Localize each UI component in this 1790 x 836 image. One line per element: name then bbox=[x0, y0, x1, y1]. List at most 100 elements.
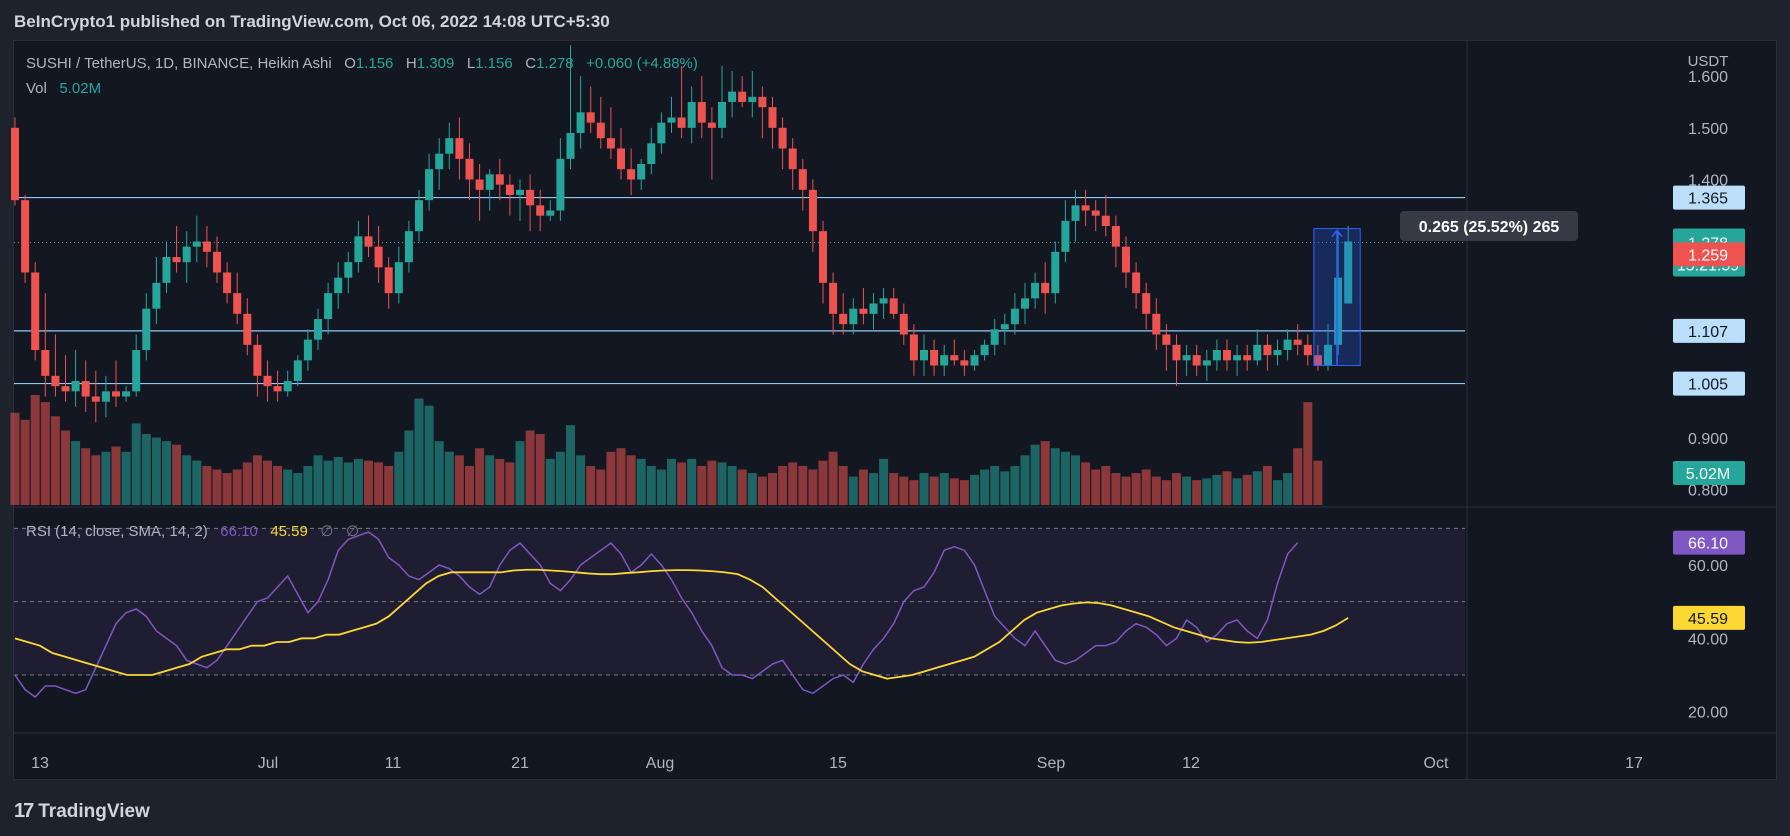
candle-body bbox=[1000, 324, 1009, 330]
candle-body bbox=[566, 133, 575, 159]
volume-label[interactable]: Vol bbox=[26, 80, 47, 97]
candle-body bbox=[606, 138, 615, 149]
volume-bar bbox=[798, 465, 808, 505]
candle-body bbox=[182, 246, 191, 263]
candle-body bbox=[718, 102, 726, 128]
volume-bar bbox=[242, 462, 252, 505]
candle-body bbox=[879, 298, 888, 304]
rsi-label[interactable]: RSI (14, close, SMA, 14, 2) bbox=[26, 523, 208, 540]
volume-bar bbox=[1131, 473, 1141, 505]
volume-bar bbox=[141, 434, 151, 505]
candle-body bbox=[1061, 220, 1070, 252]
candle-body bbox=[889, 298, 898, 314]
tag-rsi-box bbox=[1673, 530, 1745, 555]
volume-bar bbox=[495, 458, 505, 505]
volume-bar bbox=[515, 441, 525, 505]
candle-body bbox=[1212, 350, 1221, 361]
chart-frame[interactable] bbox=[13, 40, 1777, 780]
volume-bar bbox=[939, 473, 949, 505]
tag-prev-close: 1.259 bbox=[1688, 247, 1728, 264]
volume-bar bbox=[293, 473, 303, 505]
tag-support-2: 1.005 bbox=[1688, 377, 1728, 394]
volume-bar bbox=[192, 460, 202, 505]
volume-bar bbox=[1151, 476, 1161, 505]
volume-bar bbox=[1293, 448, 1303, 505]
price-tick-label: 1.600 bbox=[1688, 69, 1728, 86]
volume-bar bbox=[717, 462, 727, 505]
candle-body bbox=[647, 143, 656, 164]
candle-body bbox=[273, 386, 282, 392]
candle-body bbox=[1273, 350, 1282, 356]
volume-bar bbox=[1101, 465, 1111, 505]
candle-body bbox=[223, 272, 232, 294]
candle-body bbox=[202, 241, 211, 252]
candle-body bbox=[344, 262, 353, 278]
volume-bar bbox=[959, 480, 969, 505]
candle-body bbox=[435, 153, 444, 170]
time-tick-label: 15 bbox=[829, 755, 847, 772]
volume-bar bbox=[485, 455, 495, 505]
volume-bar bbox=[232, 469, 242, 505]
candle-body bbox=[233, 293, 242, 314]
volume-bar bbox=[1020, 455, 1030, 505]
volume-bar bbox=[283, 469, 293, 505]
tag-volume-box bbox=[1673, 461, 1745, 485]
volume-bar bbox=[576, 455, 586, 505]
candle-body bbox=[657, 122, 666, 144]
measure-tool: 0.265 (25.52%) 265 bbox=[1313, 211, 1578, 366]
candle-body bbox=[303, 339, 312, 361]
tradingview-logo-icon: 17 bbox=[14, 800, 34, 822]
volume-bar bbox=[525, 430, 535, 505]
volume-bar bbox=[384, 465, 394, 505]
candle-body bbox=[101, 391, 110, 402]
volume-bar bbox=[91, 455, 101, 505]
candle-body bbox=[869, 303, 878, 314]
candle-body bbox=[132, 350, 141, 392]
candle-body bbox=[627, 169, 636, 180]
tradingview-footer[interactable]: 17 TradingView bbox=[14, 800, 150, 823]
volume-bar bbox=[1030, 444, 1040, 505]
volume-bar bbox=[909, 480, 919, 505]
candle-body bbox=[122, 391, 131, 397]
candle-body bbox=[859, 308, 868, 314]
volume-bar bbox=[656, 469, 666, 505]
volume-bar bbox=[20, 419, 30, 505]
candle-body bbox=[768, 107, 777, 128]
time-tick-label: 21 bbox=[511, 755, 529, 772]
candle-body bbox=[697, 102, 706, 123]
volume-bar bbox=[263, 460, 272, 505]
volume-bar bbox=[81, 448, 91, 505]
candle-body bbox=[455, 138, 464, 159]
volume-bar bbox=[475, 448, 485, 505]
rsi-tick-label: 40.00 bbox=[1688, 631, 1728, 648]
candle-body bbox=[738, 91, 747, 102]
symbol-label[interactable]: SUSHI / TetherUS, 1D, BINANCE, Heikin As… bbox=[26, 55, 332, 72]
volume-bar bbox=[970, 474, 979, 505]
rsi-line bbox=[14, 531, 1299, 698]
candle-body bbox=[1233, 355, 1242, 361]
candle-body bbox=[778, 127, 787, 149]
candle-body bbox=[142, 308, 151, 350]
tag-rsi-sma-box bbox=[1673, 605, 1745, 630]
time-tick-label: 13 bbox=[31, 755, 49, 772]
candle-body bbox=[334, 277, 343, 294]
candle-body bbox=[819, 231, 827, 283]
volume-bar bbox=[10, 412, 20, 505]
volume-bar bbox=[424, 405, 434, 505]
candle-body bbox=[1122, 246, 1130, 273]
candle-body bbox=[1324, 344, 1332, 366]
price-tick-label: 0.800 bbox=[1688, 483, 1728, 500]
rsi-tick-label: 60.00 bbox=[1688, 558, 1728, 575]
volume-bar bbox=[434, 441, 444, 505]
volume-bar bbox=[616, 448, 626, 505]
volume-bar bbox=[202, 465, 212, 505]
candle-body bbox=[1182, 355, 1191, 361]
candle-body bbox=[31, 272, 40, 350]
volume-bar bbox=[1262, 465, 1272, 505]
volume-bar bbox=[131, 423, 141, 505]
candle-body bbox=[11, 127, 19, 201]
volume-bar bbox=[151, 437, 161, 505]
tag-resistance-box bbox=[1673, 185, 1745, 210]
